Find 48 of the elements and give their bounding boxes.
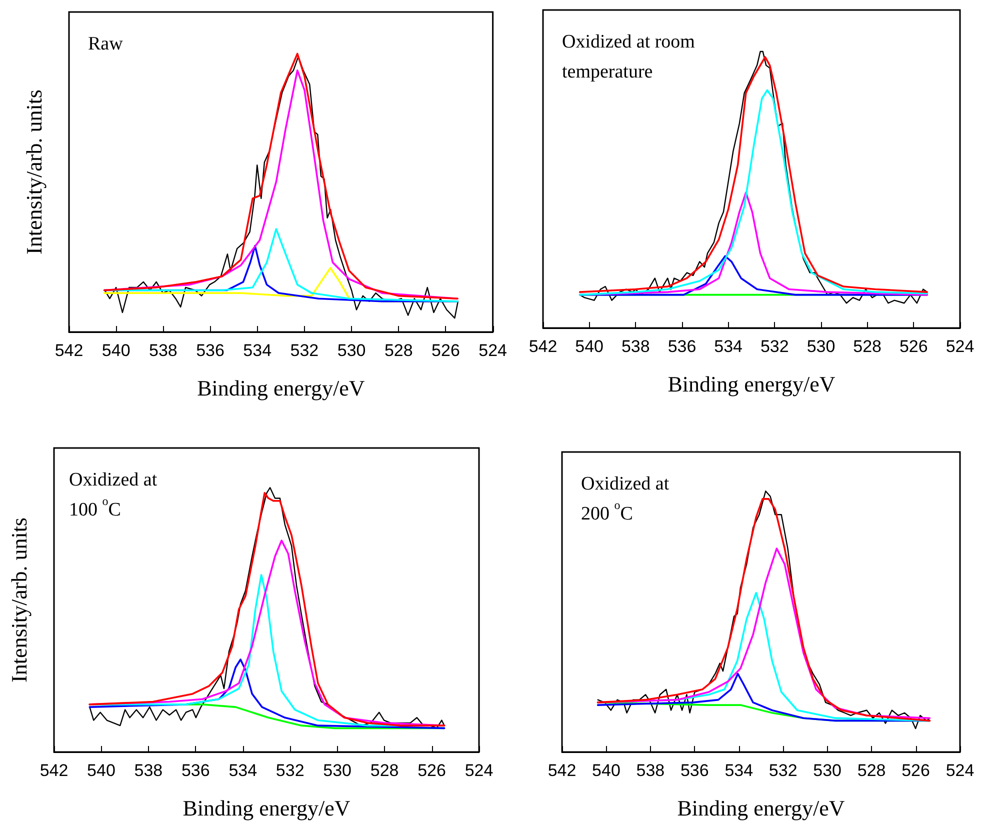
x-tick-label: 534 (724, 761, 754, 780)
x-tick-label: 534 (243, 341, 272, 360)
x-axis-title: Binding energy/eV (668, 372, 836, 396)
x-tick-label: 532 (276, 761, 304, 780)
x-tick-label: 524 (464, 761, 494, 780)
x-tick-label: 542 (528, 337, 558, 356)
chart-title: Oxidized at room temperature (562, 32, 700, 82)
x-tick-label: 528 (853, 337, 882, 356)
x-tick-label: 538 (134, 761, 163, 780)
x-tick-label: 538 (148, 341, 178, 360)
x-axis-title: Binding energy/eV (197, 376, 365, 400)
x-tick-label: 534 (228, 761, 258, 780)
chart-title: Raw (88, 34, 124, 54)
x-tick-label: 528 (370, 761, 399, 780)
x-tick-label: 530 (806, 337, 836, 356)
x-tick-label: 524 (946, 761, 974, 780)
x-tick-label: 524 (478, 341, 508, 360)
x-tick-label: 534 (714, 337, 743, 356)
x-tick-label: 526 (432, 341, 460, 360)
x-tick-label: 528 (857, 761, 886, 780)
x-tick-label: 530 (337, 341, 366, 360)
x-tick-label: 530 (813, 761, 842, 780)
x-axis-title: Binding energy/eV (182, 796, 350, 820)
x-tick-label: 530 (323, 761, 352, 780)
x-tick-label: 540 (575, 337, 604, 356)
x-tick-label: 540 (87, 761, 116, 780)
y-axis-title: Intensity/arb. units (22, 90, 46, 254)
x-tick-label: 532 (768, 761, 798, 780)
x-tick-label: 536 (668, 337, 696, 356)
x-tick-label: 538 (621, 337, 650, 356)
x-tick-label: 528 (384, 341, 413, 360)
x-tick-label: 536 (196, 341, 224, 360)
x-tick-label: 536 (181, 761, 210, 780)
x-tick-label: 540 (592, 761, 620, 780)
x-tick-label: 526 (418, 761, 446, 780)
x-tick-label: 536 (680, 761, 709, 780)
x-tick-label: 542 (54, 341, 84, 360)
y-axis-title: Intensity/arb. units (6, 518, 32, 682)
x-tick-label: 532 (760, 337, 789, 356)
x-tick-label: 542 (548, 761, 576, 780)
x-tick-label: 538 (636, 761, 665, 780)
x-axis-title: Binding energy/eV (677, 796, 845, 820)
x-tick-label: 540 (102, 341, 130, 360)
x-tick-label: 526 (899, 337, 928, 356)
x-tick-label: 542 (40, 761, 68, 780)
x-tick-label: 524 (946, 337, 974, 356)
x-tick-label: 532 (290, 341, 319, 360)
x-tick-label: 526 (902, 761, 930, 780)
